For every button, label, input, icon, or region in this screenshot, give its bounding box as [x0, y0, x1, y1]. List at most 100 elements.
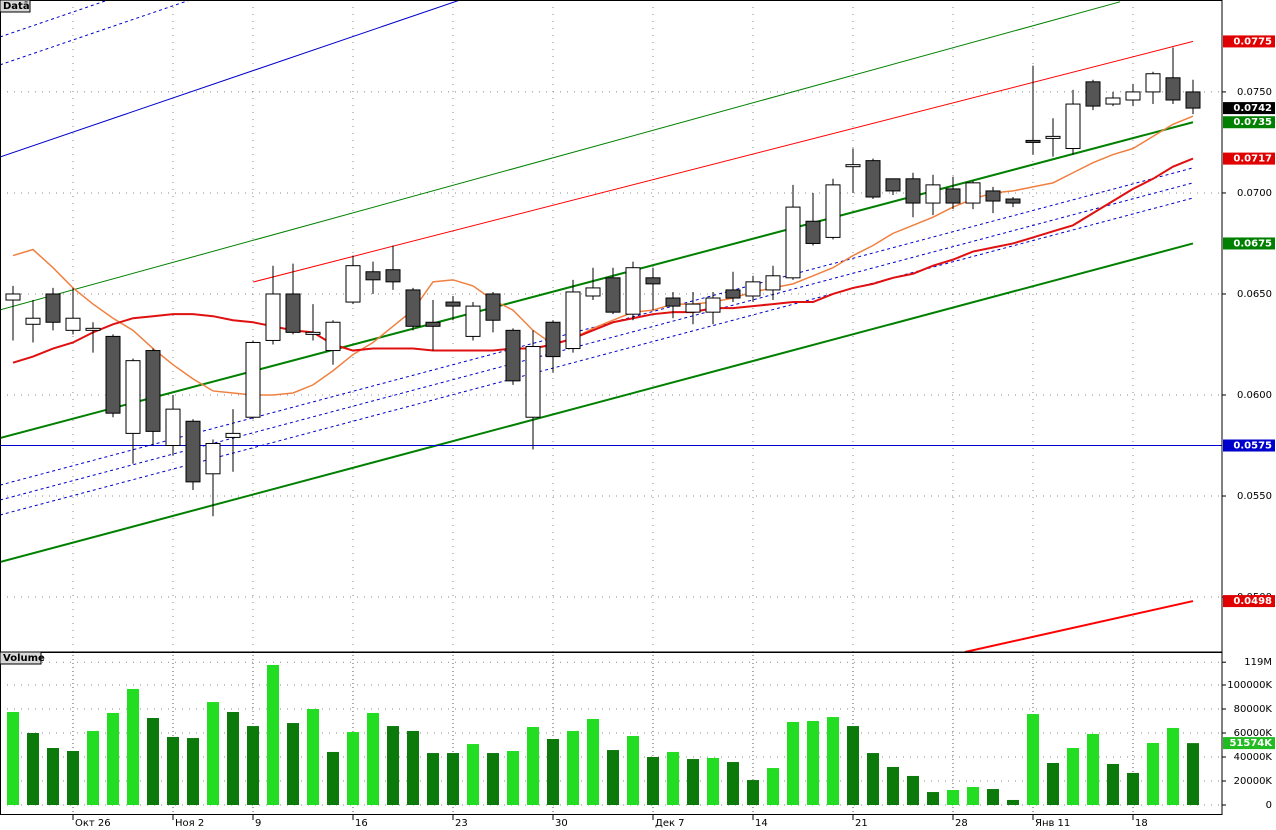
y-tick-label: 0.0550: [1237, 491, 1272, 502]
volume-bar: [687, 759, 699, 805]
trendline: [0, 1, 1121, 311]
price-label: 0.0498: [1233, 596, 1272, 607]
y-tick-label: 0.0600: [1237, 390, 1272, 401]
volume-bar: [367, 712, 379, 805]
volume-bar: [347, 732, 359, 805]
x-tick-label: 18: [1135, 818, 1148, 829]
volume-bar: [647, 757, 659, 805]
y-tick-label: 100000K: [1227, 680, 1272, 691]
volume-bar: [147, 718, 159, 805]
candle-body: [1005, 198, 1021, 204]
volume-bar: [567, 730, 579, 805]
volume-bar: [627, 736, 639, 805]
volume-label: 51574K: [1229, 738, 1273, 749]
candle-body: [825, 184, 841, 238]
x-tick-label: 14: [755, 818, 768, 829]
x-tick-label: Ноя 2: [175, 818, 204, 829]
candle-body: [985, 190, 1001, 202]
candle-body: [545, 321, 561, 358]
candle-body: [885, 178, 901, 192]
panel-title: Volume: [3, 653, 45, 664]
trendline: [0, 242, 1194, 564]
candle-body: [265, 293, 281, 341]
candle-body: [925, 184, 941, 204]
candle-body: [765, 275, 781, 291]
trendline: [0, 0, 109, 38]
volume-bar: [707, 757, 719, 805]
volume-bar: [27, 733, 39, 805]
candle-body: [345, 265, 361, 303]
candle-body: [365, 271, 381, 281]
candle-body: [625, 267, 641, 315]
candle-body: [785, 206, 801, 279]
candle-body: [565, 291, 581, 350]
candle-body: [205, 442, 221, 475]
volume-bar: [587, 718, 599, 805]
candle-body: [185, 420, 201, 483]
volume-bar: [827, 717, 839, 805]
price-label-box: [1223, 595, 1275, 608]
candle-body: [725, 289, 741, 299]
candle-body: [525, 346, 541, 418]
volume-bar: [607, 750, 619, 805]
volume-bar: [1027, 714, 1039, 805]
price-label-box: [1223, 152, 1275, 165]
candle-body: [285, 293, 301, 333]
x-tick-label: 21: [855, 818, 868, 829]
candle-body: [585, 287, 601, 297]
volume-bar: [667, 751, 679, 805]
candle-body: [85, 327, 101, 331]
x-tick-label: 28: [955, 818, 968, 829]
candle-body: [1125, 91, 1141, 101]
volume-bar: [1087, 733, 1099, 805]
candle-body: [25, 317, 41, 325]
candle-body: [385, 269, 401, 283]
volume-bar: [767, 768, 779, 805]
candle-body: [705, 297, 721, 313]
y-tick-label: 60000K: [1234, 728, 1273, 739]
price-label: 0.0735: [1233, 117, 1272, 128]
volume-bar: [307, 709, 319, 805]
price-label: 0.0775: [1233, 36, 1272, 47]
trendline: [0, 0, 461, 158]
volume-bar: [127, 688, 139, 805]
x-tick-label: 23: [455, 818, 468, 829]
trendline: [252, 40, 1194, 283]
price-label-box: [1223, 237, 1275, 250]
volume-bar: [227, 712, 239, 805]
candle-body: [1145, 73, 1161, 93]
volume-bar: [747, 780, 759, 805]
x-tick-label: Дек 7: [655, 818, 685, 829]
volume-bar: [887, 766, 899, 805]
moving-average-line: [12, 157, 1194, 364]
volume-bar: [507, 751, 519, 805]
candle-body: [225, 432, 241, 438]
candle-body: [1045, 135, 1061, 139]
volume-bar: [287, 723, 299, 805]
volume-bar: [267, 664, 279, 805]
volume-bar: [187, 738, 199, 805]
candle-body: [245, 341, 261, 418]
y-tick-label: 80000K: [1234, 704, 1273, 715]
volume-panel: [0, 655, 1222, 815]
price-label: 0.0717: [1233, 154, 1272, 165]
volume-bar: [547, 739, 559, 805]
price-label-box: [1223, 102, 1275, 115]
price-label: 0.0575: [1233, 441, 1272, 452]
candle-body: [1025, 139, 1041, 143]
candle-body: [165, 408, 181, 447]
x-tick-label: Окт 26: [75, 818, 111, 829]
volume-bar: [967, 787, 979, 805]
volume-bar: [947, 790, 959, 805]
candle-body: [325, 321, 341, 352]
volume-bar: [727, 762, 739, 805]
candle-body: [145, 350, 161, 432]
candle-body: [1185, 91, 1201, 109]
candle-body: [605, 277, 621, 313]
volume-bar: [427, 753, 439, 805]
y-tick-label: 0.0750: [1237, 87, 1272, 98]
candle-body: [945, 188, 961, 204]
x-tick-label: Янв 11: [1035, 818, 1070, 829]
price-label-box: [1223, 116, 1275, 129]
